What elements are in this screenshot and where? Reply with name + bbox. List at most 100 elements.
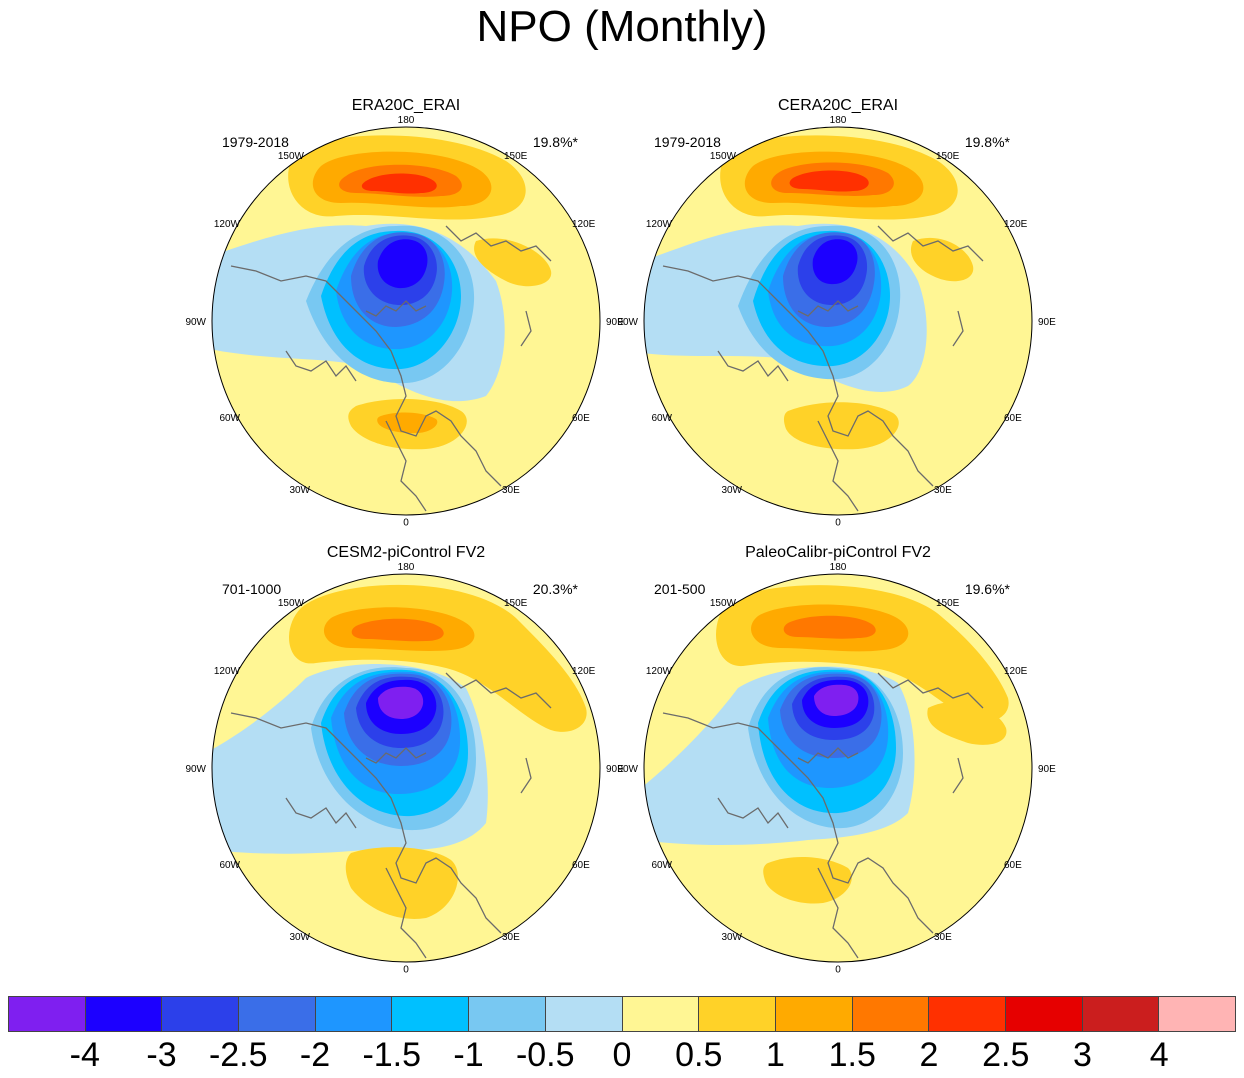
svg-text:30W: 30W: [721, 932, 742, 943]
panel-period: 1979-2018: [222, 134, 289, 150]
longitude-labels: 180 0 90W 90E 150W 120W 60W 30W 150E 120…: [185, 562, 624, 975]
colorbar-label: -0.5: [515, 1036, 575, 1074]
svg-text:90E: 90E: [606, 764, 624, 775]
coastlines: [230, 225, 552, 512]
svg-text:90W: 90W: [185, 317, 206, 328]
colorbar-cell: [699, 997, 776, 1031]
colorbar-label: 3: [1073, 1036, 1092, 1074]
panel-period: 1979-2018: [654, 134, 721, 150]
colorbar-cell: [392, 997, 470, 1031]
colorbar-label: -2: [299, 1036, 331, 1074]
colorbar: [8, 996, 1236, 1032]
colorbar-cell: [622, 997, 700, 1031]
colorbar-label: -4: [69, 1036, 100, 1074]
colorbar-label: 4: [1149, 1036, 1169, 1074]
colorbar-label: 1: [766, 1036, 785, 1074]
panel-title: CESM2-piControl FV2: [327, 544, 485, 561]
panel-variance: 19.8%*: [965, 134, 1011, 150]
svg-text:150W: 150W: [710, 598, 737, 609]
svg-text:30E: 30E: [502, 932, 520, 943]
colorbar-label: 0: [612, 1036, 632, 1074]
svg-text:150E: 150E: [936, 151, 960, 162]
colorbar-cell: [315, 997, 393, 1031]
svg-text:60E: 60E: [572, 413, 590, 424]
colorbar-cell: [1159, 997, 1235, 1031]
field-shading: [212, 127, 600, 515]
svg-text:180: 180: [398, 562, 415, 573]
panel-period: 201-500: [654, 581, 706, 597]
svg-text:90E: 90E: [606, 317, 624, 328]
colorbar-cell: [929, 997, 1006, 1031]
svg-text:180: 180: [830, 115, 847, 126]
svg-text:150W: 150W: [278, 598, 305, 609]
colorbar-cell: [775, 997, 853, 1031]
svg-text:150W: 150W: [710, 151, 737, 162]
coastlines: [662, 225, 984, 512]
map-panel-era20c: ERA20C_ERAI 1979-2018 19.8%*: [185, 97, 624, 528]
field-shading: [644, 574, 1032, 962]
field-shading: [212, 574, 600, 962]
svg-text:90W: 90W: [185, 764, 206, 775]
svg-text:150E: 150E: [504, 598, 528, 609]
panel-variance: 20.3%*: [533, 581, 579, 597]
svg-text:180: 180: [830, 562, 847, 573]
svg-text:180: 180: [398, 115, 415, 126]
colorbar-cell: [469, 997, 546, 1031]
coastlines: [230, 672, 552, 959]
svg-text:120W: 120W: [214, 219, 241, 230]
colorbar-cell: [85, 997, 163, 1031]
svg-text:0: 0: [403, 517, 409, 528]
colorbar-label: -1: [453, 1036, 484, 1074]
colorbar-cell: [852, 997, 930, 1031]
colorbar-cell: [239, 997, 316, 1031]
map-boundary: [643, 126, 1033, 516]
panel-period: 701-1000: [222, 581, 281, 597]
colorbar-label: 1.5: [828, 1036, 876, 1074]
panel-title: ERA20C_ERAI: [352, 97, 461, 114]
svg-text:0: 0: [403, 964, 409, 975]
longitude-labels: 180 0 90W 90E 150W 120W 60W 30W 150E 120…: [617, 115, 1056, 528]
map-boundary: [643, 573, 1033, 963]
colorbar-cell: [162, 997, 240, 1031]
longitude-labels: 180 0 90W 90E 150W 120W 60W 30W 150E 120…: [185, 115, 624, 528]
panel-title: PaleoCalibr-piControl FV2: [745, 544, 931, 561]
svg-text:60W: 60W: [651, 860, 672, 871]
svg-text:90W: 90W: [617, 317, 638, 328]
svg-text:60W: 60W: [651, 413, 672, 424]
svg-text:150W: 150W: [278, 151, 305, 162]
svg-text:120W: 120W: [646, 219, 673, 230]
svg-text:90W: 90W: [617, 764, 638, 775]
panel-variance: 19.6%*: [965, 581, 1011, 597]
colorbar-label: 0.5: [675, 1036, 723, 1074]
colorbar-cell: [1005, 997, 1083, 1031]
svg-text:90E: 90E: [1038, 317, 1056, 328]
svg-text:30E: 30E: [934, 485, 952, 496]
colorbar-cell: [1082, 997, 1160, 1031]
svg-text:30E: 30E: [502, 485, 520, 496]
colorbar-label: 2: [919, 1036, 939, 1074]
svg-text:120W: 120W: [646, 666, 673, 677]
colorbar-cell: [545, 997, 623, 1031]
longitude-labels: 180 0 90W 90E 150W 120W 60W 30W 150E 120…: [617, 562, 1056, 975]
colorbar-label: 2.5: [982, 1036, 1030, 1074]
map-boundary: [211, 573, 601, 963]
map-boundary: [211, 126, 601, 516]
svg-text:150E: 150E: [504, 151, 528, 162]
svg-text:60W: 60W: [219, 413, 240, 424]
svg-text:0: 0: [835, 517, 841, 528]
colorbar-cell: [9, 997, 86, 1031]
colorbar-label: -1.5: [362, 1036, 422, 1074]
svg-text:60E: 60E: [1004, 860, 1022, 871]
svg-text:0: 0: [835, 964, 841, 975]
figure-title: NPO (Monthly): [476, 2, 768, 51]
svg-text:30W: 30W: [721, 485, 742, 496]
svg-text:120E: 120E: [572, 666, 596, 677]
svg-text:120E: 120E: [1004, 219, 1028, 230]
svg-text:60E: 60E: [572, 860, 590, 871]
svg-text:120W: 120W: [214, 666, 241, 677]
colorbar-labels: -4 -3 -2.5 -2 -1.5 -1 -0.5 0 0.5 1 1.5 2 2.5 3 4: [0, 1036, 1244, 1076]
svg-text:60W: 60W: [219, 860, 240, 871]
colorbar-label: -2.5: [208, 1036, 268, 1074]
map-panel-cesm2: CESM2-piControl FV2 701-1000 20.3%*: [185, 544, 624, 975]
panel-title: CERA20C_ERAI: [778, 97, 898, 114]
